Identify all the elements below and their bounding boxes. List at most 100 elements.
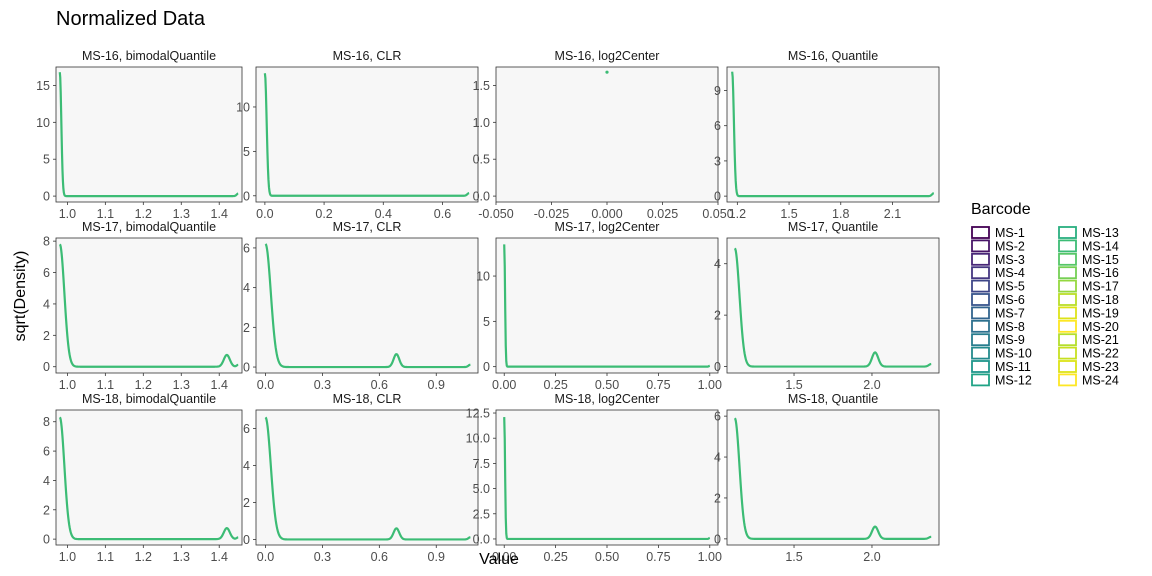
panel-background xyxy=(55,409,243,546)
density-curve xyxy=(263,73,470,197)
x-tick-label: 1.5 xyxy=(780,207,797,221)
density-point xyxy=(605,70,609,74)
x-tick-label: 1.2 xyxy=(729,207,746,221)
facet-strip-label: MS-16, bimodalQuantile xyxy=(82,49,216,63)
legend-key xyxy=(971,239,990,253)
legend-key xyxy=(971,306,990,320)
x-tick-label: 1.1 xyxy=(97,550,114,564)
y-tick-label: 6 xyxy=(43,266,50,280)
y-tick-label: 0.5 xyxy=(473,153,490,167)
legend-entry: MS-24 xyxy=(1058,373,1119,387)
legend-key xyxy=(1058,252,1077,266)
legend-key xyxy=(1058,346,1077,360)
y-tick-label: 2 xyxy=(243,496,250,510)
facet-panel: MS-16, Quantile 0 3 6 9 1.2 1.5 1.8 2.1 xyxy=(714,49,940,221)
panel-background xyxy=(495,66,719,203)
x-tick-label: 1.2 xyxy=(135,207,152,221)
x-tick-label: 0.00 xyxy=(492,378,516,392)
legend-label: MS-18 xyxy=(1082,293,1119,307)
density-curve xyxy=(733,417,932,540)
legend-key xyxy=(971,373,990,387)
x-tick-label: 0.75 xyxy=(646,378,670,392)
x-tick-label: 0.050 xyxy=(702,207,733,221)
legend-label: MS-24 xyxy=(1082,373,1119,387)
panel-background xyxy=(255,66,479,203)
x-tick-label: 1.0 xyxy=(59,550,76,564)
y-tick-label: 6 xyxy=(714,119,721,133)
y-tick-label: 3 xyxy=(714,154,721,168)
density-curve xyxy=(264,416,471,541)
x-tick-label: 1.4 xyxy=(211,207,228,221)
legend: Barcode MS-1MS-2MS-3MS-4MS-5MS-6MS-7MS-8… xyxy=(971,201,1119,387)
legend-label: MS-1 xyxy=(995,226,1025,240)
legend-key xyxy=(971,279,990,293)
y-tick-label: 0 xyxy=(714,360,721,374)
legend-entry: MS-12 xyxy=(971,373,1032,387)
y-tick-label: 0 xyxy=(714,190,721,204)
legend-entry: MS-15 xyxy=(1058,252,1119,267)
y-tick-label: 8 xyxy=(43,415,50,429)
x-tick-label: 1.4 xyxy=(211,378,228,392)
facet-panel: MS-18, Quantile 0 2 4 6 1.5 2.0 xyxy=(714,392,940,564)
y-tick-label: 6 xyxy=(243,422,250,436)
facet-strip-label: MS-16, CLR xyxy=(333,49,402,63)
y-tick-label: 2 xyxy=(43,503,50,517)
legend-key xyxy=(1058,279,1077,293)
panel-background xyxy=(255,409,479,546)
y-tick-label: 2 xyxy=(243,321,250,335)
legend-key xyxy=(971,319,990,333)
y-tick-label: 1.5 xyxy=(473,79,490,93)
legend-entry: MS-6 xyxy=(971,293,1025,307)
facet-strip-label: MS-16, log2Center xyxy=(555,49,660,63)
facet-panel: MS-17, log2Center 0 5 10 0.00 0.25 0.50 0.75 1.0… xyxy=(476,220,722,392)
y-tick-label: 4 xyxy=(43,297,50,311)
y-tick-label: 10 xyxy=(476,270,490,284)
legend-label: MS-14 xyxy=(1082,239,1119,253)
legend-label: MS-11 xyxy=(995,360,1031,374)
x-tick-label: 2.0 xyxy=(863,550,880,564)
legend-entry: MS-18 xyxy=(1058,293,1119,307)
x-tick-label: 0.000 xyxy=(591,207,622,221)
y-tick-label: 5 xyxy=(483,315,490,329)
x-tick-label: 0.25 xyxy=(543,378,567,392)
legend-entry: MS-9 xyxy=(971,333,1025,347)
x-tick-label: 0.9 xyxy=(428,550,445,564)
x-tick-label: 0.3 xyxy=(314,378,331,392)
y-tick-label: 0 xyxy=(483,360,490,374)
x-tick-label: 1.2 xyxy=(135,550,152,564)
legend-key xyxy=(971,252,990,266)
x-tick-label: 1.0 xyxy=(59,378,76,392)
density-curve xyxy=(264,243,471,369)
y-tick-label: 0.0 xyxy=(473,532,490,546)
x-tick-label: 0.6 xyxy=(371,550,388,564)
x-tick-label: 0.9 xyxy=(428,378,445,392)
facet-strip-label: MS-18, bimodalQuantile xyxy=(82,392,216,406)
x-tick-label: 0.0 xyxy=(256,207,273,221)
facet-strip-label: MS-17, log2Center xyxy=(555,220,660,234)
y-tick-label: 0 xyxy=(43,360,50,374)
x-tick-label: 0.0 xyxy=(257,378,274,392)
x-tick-label: 1.5 xyxy=(785,550,802,564)
legend-title: Barcode xyxy=(971,201,1031,218)
legend-entry: MS-5 xyxy=(971,279,1025,294)
panel-background xyxy=(726,66,940,203)
x-tick-label: 1.5 xyxy=(785,378,802,392)
y-tick-label: 0 xyxy=(43,533,50,547)
panel-background xyxy=(495,409,719,546)
legend-label: MS-13 xyxy=(1082,226,1119,240)
legend-entry: MS-10 xyxy=(971,347,1032,361)
legend-label: MS-15 xyxy=(1082,253,1119,267)
y-tick-label: 6 xyxy=(243,241,250,255)
legend-label: MS-19 xyxy=(1082,306,1119,320)
y-tick-label: 4 xyxy=(43,474,50,488)
legend-key xyxy=(971,226,990,239)
facet-panel: MS-16, CLR 0 5 10 0.0 0.2 0.4 0.6 xyxy=(236,49,479,221)
y-tick-label: 4 xyxy=(714,451,721,465)
x-tick-label: 1.8 xyxy=(832,207,849,221)
y-tick-label: 12.5 xyxy=(466,407,490,421)
legend-key xyxy=(1058,333,1077,347)
y-tick-label: 0 xyxy=(43,190,50,204)
legend-entry: MS-7 xyxy=(971,306,1025,320)
y-tick-label: 9 xyxy=(714,84,721,98)
legend-entry: MS-19 xyxy=(1058,306,1119,320)
